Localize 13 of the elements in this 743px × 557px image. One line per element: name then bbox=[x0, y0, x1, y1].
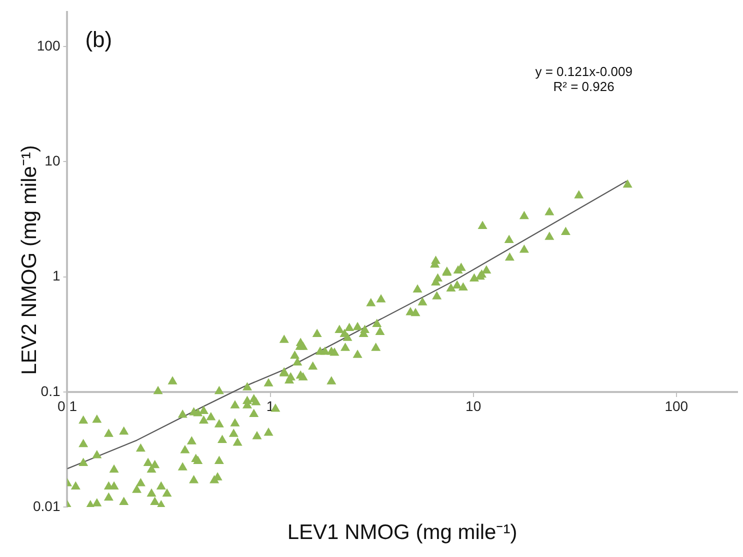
x-axis-title: LEV1 NMOG (mg mile⁻¹) bbox=[287, 520, 518, 545]
y-tick-label: 10 bbox=[44, 152, 60, 169]
y-tick-label: 100 bbox=[36, 38, 60, 54]
y-tick-label: 0.1 bbox=[40, 382, 60, 399]
x-tick-label: 0.1 bbox=[58, 398, 78, 414]
y-tick-label: 1 bbox=[52, 268, 60, 284]
annotation: R² = 0.926 bbox=[553, 79, 614, 94]
y-axis-title: LEV2 NMOG (mg mile⁻¹) bbox=[16, 144, 42, 374]
x-tick-label: 10 bbox=[466, 398, 482, 414]
x-tick-label: 100 bbox=[664, 398, 688, 414]
y-tick-label: 0.01 bbox=[33, 498, 60, 514]
annotation: y = 0.121x-0.009 bbox=[535, 64, 632, 79]
annotation: (b) bbox=[85, 27, 112, 53]
